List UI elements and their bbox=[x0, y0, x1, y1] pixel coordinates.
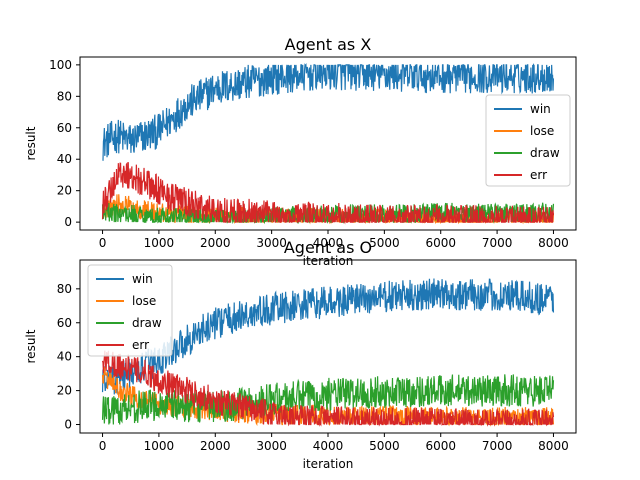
legend-box bbox=[87, 264, 173, 357]
x-tick-label: 7000 bbox=[482, 439, 513, 453]
x-tick-label: 6000 bbox=[425, 439, 456, 453]
y-axis-label: result bbox=[24, 329, 38, 363]
x-tick-label: 2000 bbox=[200, 439, 231, 453]
y-tick-label: 60 bbox=[57, 316, 72, 330]
series-line-err bbox=[101, 350, 555, 427]
subplot-2: 0 1000 2000 3000 4000 5000 6000 7000 8000 0 20 40 60… bbox=[24, 238, 577, 471]
y-tick-label: 80 bbox=[57, 282, 72, 296]
y-tick-label: 40 bbox=[57, 152, 72, 166]
y-tick-label: 20 bbox=[57, 184, 72, 198]
legend-label-win: win bbox=[132, 272, 153, 286]
y-tick-label: 0 bbox=[64, 418, 72, 432]
y-tick-label: 100 bbox=[49, 58, 72, 72]
subplot-1: 0 1000 2000 3000 4000 5000 6000 7000 8000 0 20 40 60… bbox=[24, 35, 577, 268]
x-tick-label: 5000 bbox=[369, 439, 400, 453]
chart-title: Agent as X bbox=[285, 35, 372, 54]
plot-area bbox=[101, 278, 555, 427]
x-tick-label: 8000 bbox=[538, 439, 569, 453]
x-tick-label: 6000 bbox=[425, 236, 456, 250]
legend: win lose draw err bbox=[485, 94, 571, 187]
series-line-draw bbox=[101, 202, 555, 225]
series-line-draw bbox=[101, 374, 555, 425]
legend-box bbox=[485, 94, 571, 187]
x-tick-label: 8000 bbox=[538, 236, 569, 250]
legend-label-err: err bbox=[530, 168, 547, 182]
x-tick-label: 4000 bbox=[313, 439, 344, 453]
x-tick-label: 5000 bbox=[369, 236, 400, 250]
x-axis-label: iteration bbox=[303, 254, 354, 268]
x-tick-label: 3000 bbox=[256, 236, 287, 250]
y-axis-label: result bbox=[24, 126, 38, 160]
legend-label-err: err bbox=[132, 338, 149, 352]
y-tick-label: 80 bbox=[57, 89, 72, 103]
legend-label-draw: draw bbox=[530, 146, 560, 160]
x-tick-label: 0 bbox=[99, 439, 107, 453]
y-tick-label: 40 bbox=[57, 350, 72, 364]
series-line-win bbox=[102, 63, 555, 161]
x-tick-label: 1000 bbox=[144, 236, 175, 250]
x-tick-label: 2000 bbox=[200, 236, 231, 250]
series-line-win bbox=[101, 278, 555, 395]
x-tick-label: 4000 bbox=[313, 236, 344, 250]
y-tick-label: 60 bbox=[57, 121, 72, 135]
chart-title: Agent as O bbox=[284, 238, 372, 257]
legend: win lose draw err bbox=[87, 264, 173, 357]
x-axis-label: iteration bbox=[303, 457, 354, 471]
x-tick-label: 7000 bbox=[482, 236, 513, 250]
legend-label-lose: lose bbox=[530, 124, 554, 138]
x-tick-label: 0 bbox=[99, 236, 107, 250]
legend-label-lose: lose bbox=[132, 294, 156, 308]
plot-area bbox=[101, 63, 555, 225]
x-tick-label: 3000 bbox=[256, 439, 287, 453]
x-tick-label: 1000 bbox=[144, 439, 175, 453]
legend-label-draw: draw bbox=[132, 316, 162, 330]
y-tick-label: 20 bbox=[57, 384, 72, 398]
legend-label-win: win bbox=[530, 102, 551, 116]
y-tick-label: 0 bbox=[64, 215, 72, 229]
series-line-err bbox=[101, 161, 555, 225]
